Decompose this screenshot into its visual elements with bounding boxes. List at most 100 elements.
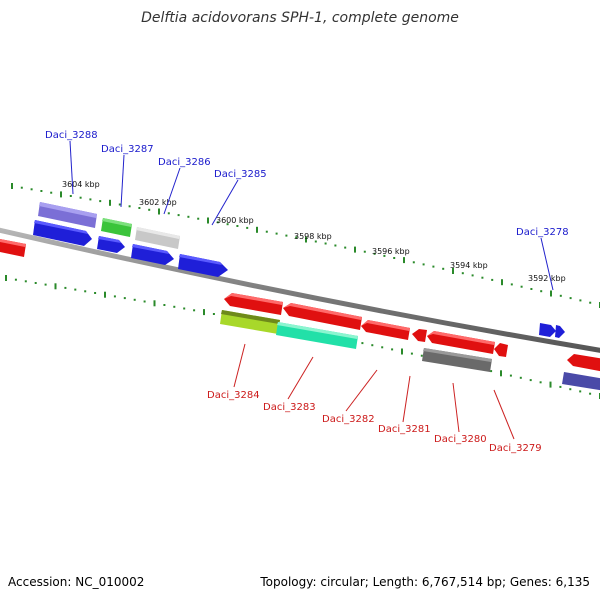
gene-label-group-daci-3288[interactable]: Daci_3288 <box>45 130 98 195</box>
accession-text: Accession: NC_010002 <box>8 575 144 589</box>
scale-minor-tick <box>334 244 337 247</box>
scale-major-tick <box>305 236 307 243</box>
gene-label[interactable]: Daci_3278 <box>516 227 569 238</box>
reverse-gene-daci-3283[interactable] <box>276 303 362 349</box>
reverse-gene-daci-3284[interactable] <box>220 293 283 334</box>
gene-label-group-daci-3280[interactable]: Daci_3280 <box>434 382 487 445</box>
scale-major-tick <box>54 283 57 290</box>
scale-major-tick <box>104 291 106 298</box>
scale-minor-tick <box>79 196 82 199</box>
gene-label[interactable]: Daci_3286 <box>158 157 211 168</box>
gene-label-group-daci-3278[interactable]: Daci_3278 <box>516 227 569 291</box>
gene-label[interactable]: Daci_3287 <box>101 144 154 155</box>
scale-minor-tick <box>113 295 116 298</box>
scale-minor-tick <box>14 278 17 281</box>
scale-minor-tick <box>84 290 87 293</box>
scale-minor-tick <box>510 283 513 286</box>
scale-minor-tick <box>94 292 97 294</box>
scale-minor-tick <box>246 226 249 229</box>
scale-minor-tick <box>422 263 425 266</box>
reverse-gene-daci-3280[interactable] <box>422 331 495 372</box>
forward-gene-daci-3287[interactable] <box>97 218 132 253</box>
scale-minor-tick <box>187 215 190 218</box>
scale-minor-tick <box>420 354 423 357</box>
scale-minor-tick <box>69 195 72 197</box>
gene-label-group-daci-3285[interactable]: Daci_3285 <box>211 169 267 226</box>
gene-label[interactable]: Daci_3283 <box>263 402 316 413</box>
scale-minor-tick <box>123 297 126 300</box>
scale-minor-tick <box>20 186 23 189</box>
scale-major-tick <box>550 290 552 297</box>
scale-minor-tick <box>519 376 522 379</box>
scale-minor-tick <box>442 267 445 270</box>
scale-minor-tick <box>391 348 394 351</box>
scale-minor-tick <box>589 301 592 304</box>
scale-minor-tick <box>24 280 27 283</box>
forward-gene-daci-3278[interactable] <box>539 323 565 338</box>
tick-label: 3598 kbp <box>294 232 332 241</box>
scale-minor-tick <box>520 285 523 288</box>
gene-label[interactable]: Daci_3279 <box>489 443 542 454</box>
gene-label[interactable]: Daci_3282 <box>322 414 375 425</box>
scale-minor-tick <box>133 298 136 301</box>
scale-minor-tick <box>99 200 102 203</box>
gene-label-group-daci-3279[interactable]: Daci_3279 <box>489 389 542 454</box>
scale-minor-tick <box>138 207 141 209</box>
forward-gene-daci-3286[interactable] <box>131 227 180 265</box>
gene-label-group-daci-3287[interactable]: Daci_3287 <box>101 144 154 208</box>
gene-label-group-daci-3282[interactable]: Daci_3282 <box>322 369 378 425</box>
scale-minor-tick <box>481 276 484 279</box>
scale-minor-tick <box>197 217 200 220</box>
gene-label-group-daci-3283[interactable]: Daci_3283 <box>263 356 316 413</box>
gene-label[interactable]: Daci_3284 <box>207 390 260 401</box>
gene-label-group-daci-3284[interactable]: Daci_3284 <box>207 343 260 401</box>
scale-minor-tick <box>529 379 532 382</box>
scale-major-tick <box>207 217 209 224</box>
scale-major-tick <box>354 246 356 253</box>
gene-label-group-daci-3286[interactable]: Daci_3286 <box>158 157 211 215</box>
scale-minor-tick <box>371 344 374 347</box>
scale-major-tick <box>11 183 13 189</box>
reverse-gene-right-edge <box>562 354 600 391</box>
scale-minor-tick <box>64 286 67 289</box>
tick-label: 3592 kbp <box>528 274 566 283</box>
scale-minor-tick <box>74 288 77 291</box>
scale-minor-tick <box>89 198 92 201</box>
gene-label[interactable]: Daci_3280 <box>434 434 487 445</box>
scale-minor-tick <box>324 242 327 245</box>
scale-major-tick <box>158 208 160 215</box>
scale-major-tick <box>153 300 156 307</box>
forward-gene-daci-3288[interactable] <box>33 202 97 246</box>
scale-minor-tick <box>265 230 268 233</box>
scale-major-tick <box>401 348 403 355</box>
gene-label[interactable]: Daci_3288 <box>45 130 98 141</box>
scale-major-tick <box>5 275 7 281</box>
scale-minor-tick <box>412 261 415 264</box>
tick-label: 3596 kbp <box>372 247 410 256</box>
scale-minor-tick <box>393 257 396 259</box>
scale-minor-tick <box>432 265 435 268</box>
scale-minor-tick <box>295 236 298 239</box>
reverse-gene-daci-3281[interactable] <box>412 329 427 342</box>
reverse-gene-daci-3282[interactable] <box>361 320 410 340</box>
gene-label-group-daci-3281[interactable]: Daci_3281 <box>378 375 431 435</box>
scale-major-tick <box>109 199 111 206</box>
scale-minor-tick <box>163 304 166 306</box>
gene-label[interactable]: Daci_3281 <box>378 424 431 435</box>
scale-major-tick <box>256 226 258 233</box>
gene-label[interactable]: Daci_3285 <box>214 169 267 180</box>
reverse-gene-left-edge <box>0 238 26 257</box>
tick-label: 3600 kbp <box>216 216 254 225</box>
scale-minor-tick <box>44 283 47 286</box>
forward-gene-daci-3285[interactable] <box>178 254 228 277</box>
scale-minor-tick <box>579 390 582 393</box>
scale-minor-tick <box>491 278 494 281</box>
scale-minor-tick <box>381 346 384 349</box>
scale-major-tick <box>501 279 503 286</box>
scale-minor-tick <box>167 212 170 215</box>
scale-minor-tick <box>361 342 364 345</box>
scale-minor-tick <box>226 223 229 226</box>
scale-minor-tick <box>148 208 151 211</box>
reverse-gene-daci-3279[interactable] <box>494 343 508 357</box>
